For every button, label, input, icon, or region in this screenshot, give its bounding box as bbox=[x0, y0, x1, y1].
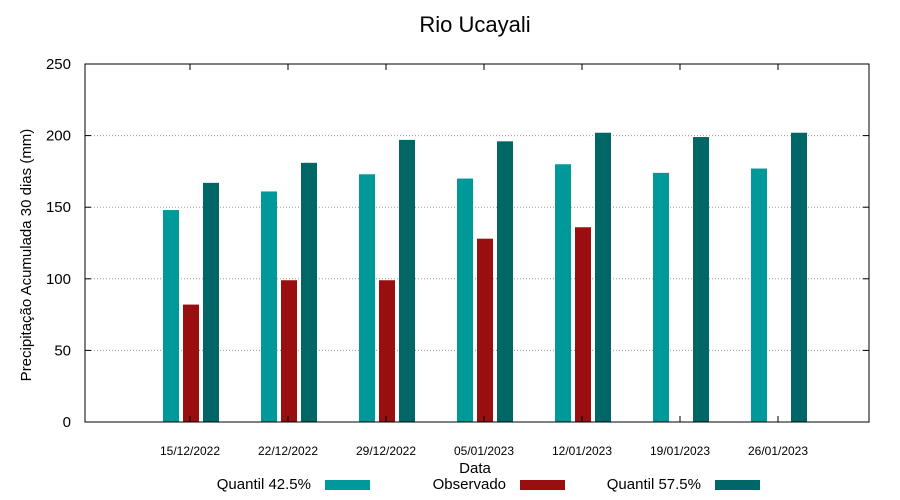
bar bbox=[653, 172, 669, 422]
x-tick-label: 19/01/2023 bbox=[650, 444, 710, 458]
bar bbox=[751, 168, 767, 422]
bar bbox=[359, 174, 375, 422]
axis-ticks: 0 50 100 150 200 250 15/12/2022 22/12/2022 29/12… bbox=[46, 56, 869, 458]
bar bbox=[379, 280, 395, 422]
legend-label: Quantil 42.5% bbox=[217, 476, 311, 493]
legend-swatch bbox=[325, 480, 370, 490]
y-tick-label: 50 bbox=[54, 342, 71, 359]
legend-swatch bbox=[715, 480, 760, 490]
chart-title: Rio Ucayali bbox=[419, 12, 530, 37]
bar bbox=[693, 137, 709, 423]
bar bbox=[497, 141, 513, 422]
bar bbox=[183, 304, 199, 422]
bar bbox=[791, 132, 807, 422]
bar bbox=[477, 238, 493, 422]
legend-swatch bbox=[520, 480, 565, 490]
x-axis-label: Data bbox=[459, 460, 491, 477]
bar bbox=[555, 164, 571, 423]
bar bbox=[457, 178, 473, 422]
bar bbox=[575, 227, 591, 422]
plot-frame bbox=[84, 63, 870, 423]
y-tick-label: 200 bbox=[46, 128, 71, 145]
bar bbox=[399, 139, 415, 422]
x-tick-label: 12/01/2023 bbox=[552, 444, 612, 458]
x-tick-label: 29/12/2022 bbox=[356, 444, 416, 458]
y-axis-label: Precipitação Acumulada 30 dias (mm) bbox=[18, 129, 35, 382]
bars bbox=[163, 132, 807, 423]
bar bbox=[203, 182, 219, 422]
bar bbox=[595, 132, 611, 422]
legend-label: Observado bbox=[433, 476, 506, 493]
legend-label: Quantil 57.5% bbox=[607, 476, 701, 493]
x-tick-label: 15/12/2022 bbox=[160, 444, 220, 458]
bar bbox=[261, 191, 277, 422]
bar bbox=[163, 210, 179, 422]
bar bbox=[301, 162, 317, 423]
y-tick-label: 150 bbox=[46, 199, 71, 216]
y-tick-label: 250 bbox=[46, 56, 71, 73]
x-tick-label: 22/12/2022 bbox=[258, 444, 318, 458]
y-tick-label: 0 bbox=[63, 414, 71, 431]
x-tick-label: 26/01/2023 bbox=[748, 444, 808, 458]
x-tick-label: 05/01/2023 bbox=[454, 444, 514, 458]
y-tick-label: 100 bbox=[46, 271, 71, 288]
bar bbox=[281, 280, 297, 422]
legend: Quantil 42.5% Observado Quantil 57.5% bbox=[217, 476, 760, 493]
